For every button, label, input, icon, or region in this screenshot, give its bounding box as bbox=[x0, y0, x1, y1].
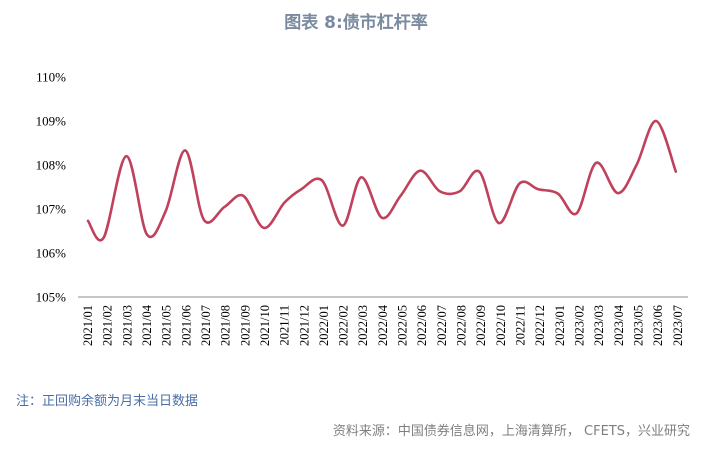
y-tick-label: 107% bbox=[36, 202, 67, 217]
x-tick-label: 2022/01 bbox=[317, 305, 331, 346]
x-tick-label: 2021/08 bbox=[219, 305, 233, 346]
x-tick-label: 2022/07 bbox=[435, 305, 449, 346]
x-tick-label: 2021/12 bbox=[297, 305, 311, 346]
x-tick-label: 2021/07 bbox=[199, 305, 213, 346]
x-tick-label: 2022/03 bbox=[356, 305, 370, 346]
x-tick-label: 2022/08 bbox=[455, 305, 469, 346]
footnote: 注：正回购余额为月末当日数据 bbox=[16, 394, 199, 409]
x-tick-label: 2023/01 bbox=[553, 305, 567, 346]
x-tick-label: 2022/04 bbox=[376, 304, 390, 346]
x-tick-label: 2022/05 bbox=[396, 305, 410, 346]
y-tick-label: 110% bbox=[36, 70, 66, 85]
y-tick-label: 106% bbox=[36, 246, 67, 261]
y-tick-label: 108% bbox=[36, 158, 67, 173]
source-note: 资料来源：中国债券信息网，上海清算所， CFETS，兴业研究 bbox=[332, 424, 690, 439]
x-tick-label: 2021/10 bbox=[258, 305, 272, 346]
x-tick-label: 2021/06 bbox=[179, 305, 193, 346]
x-tick-label: 2022/09 bbox=[474, 305, 488, 346]
x-tick-label: 2021/01 bbox=[81, 305, 95, 346]
x-tick-label: 2023/04 bbox=[612, 304, 626, 346]
x-tick-label: 2021/03 bbox=[120, 305, 134, 346]
series-line-leverage bbox=[86, 119, 678, 242]
x-tick-label: 2021/02 bbox=[101, 305, 115, 346]
x-tick-label: 2021/05 bbox=[160, 305, 174, 346]
y-tick-label: 105% bbox=[36, 290, 67, 305]
x-tick-label: 2021/11 bbox=[278, 305, 292, 346]
y-tick-label: 109% bbox=[36, 114, 67, 129]
x-tick-label: 2021/04 bbox=[140, 304, 154, 346]
x-tick-label: 2023/03 bbox=[592, 305, 606, 346]
x-tick-label: 2022/11 bbox=[514, 305, 528, 346]
x-tick-label: 2022/02 bbox=[337, 305, 351, 346]
y-axis-ticks: 105% 106% 107% 108% 109% 110% bbox=[36, 70, 67, 305]
x-tick-label: 2023/06 bbox=[651, 305, 665, 346]
x-tick-label: 2023/05 bbox=[631, 305, 645, 346]
x-tick-label: 2023/07 bbox=[671, 305, 685, 346]
x-axis-ticks: 2021/01 2021/02 2021/03 2021/04 2021/05 2021/… bbox=[81, 304, 685, 346]
x-tick-label: 2023/02 bbox=[573, 305, 587, 346]
x-tick-label: 2022/06 bbox=[415, 305, 429, 346]
series-group bbox=[86, 119, 678, 242]
chart-title: 图表 8:债市杠杆率 bbox=[284, 13, 428, 33]
x-tick-label: 2022/12 bbox=[533, 305, 547, 346]
x-tick-label: 2022/10 bbox=[494, 305, 508, 346]
x-tick-label: 2021/09 bbox=[238, 305, 252, 346]
